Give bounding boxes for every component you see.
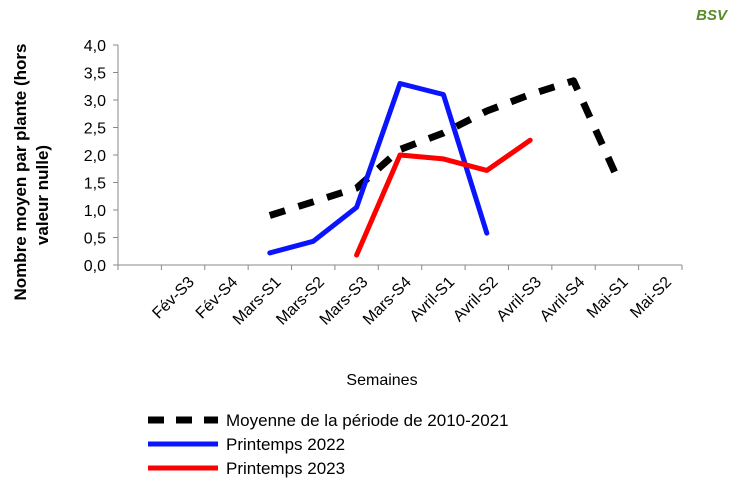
y-tick-label: 2,0 bbox=[84, 148, 106, 165]
legend-label: Printemps 2023 bbox=[226, 459, 345, 478]
y-tick-label: 0,0 bbox=[84, 258, 106, 275]
x-tick-label: Avril-S2 bbox=[450, 274, 501, 325]
y-tick-label: 4,0 bbox=[84, 38, 106, 55]
series-line bbox=[268, 77, 621, 219]
y-tick-label: 1,0 bbox=[84, 203, 106, 220]
x-tick-label: Mai-S2 bbox=[627, 274, 675, 322]
x-tick-label: Mars-S4 bbox=[360, 274, 415, 329]
x-tick-label: Avril-S3 bbox=[494, 274, 545, 325]
y-tick-label: 3,5 bbox=[84, 66, 106, 83]
x-axis-title: Semaines bbox=[346, 372, 417, 389]
x-tick-label: Mai-S1 bbox=[584, 274, 632, 322]
y-tick-label: 0,5 bbox=[84, 231, 106, 248]
series-line bbox=[354, 137, 533, 258]
x-tick-label: Avril-S4 bbox=[537, 274, 588, 325]
x-tick-label: Fév-S3 bbox=[149, 274, 198, 323]
legend-label: Printemps 2022 bbox=[226, 435, 345, 454]
series-line bbox=[267, 81, 490, 256]
y-tick-label: 1,5 bbox=[84, 176, 106, 193]
legend-label: Moyenne de la période de 2010-2021 bbox=[226, 411, 509, 430]
y-tick-label: 2,5 bbox=[84, 121, 106, 138]
y-tick-label: 3,0 bbox=[84, 93, 106, 110]
logo: BSV bbox=[696, 7, 729, 24]
y-axis-title: Nombre moyen par plante (hors valeur nul… bbox=[11, 44, 52, 301]
x-tick-label: Avril-S1 bbox=[407, 274, 458, 325]
y-axis-title-line: Nombre moyen par plante (hors bbox=[11, 44, 30, 301]
y-axis-title-line: valeur nulle) bbox=[33, 145, 52, 245]
